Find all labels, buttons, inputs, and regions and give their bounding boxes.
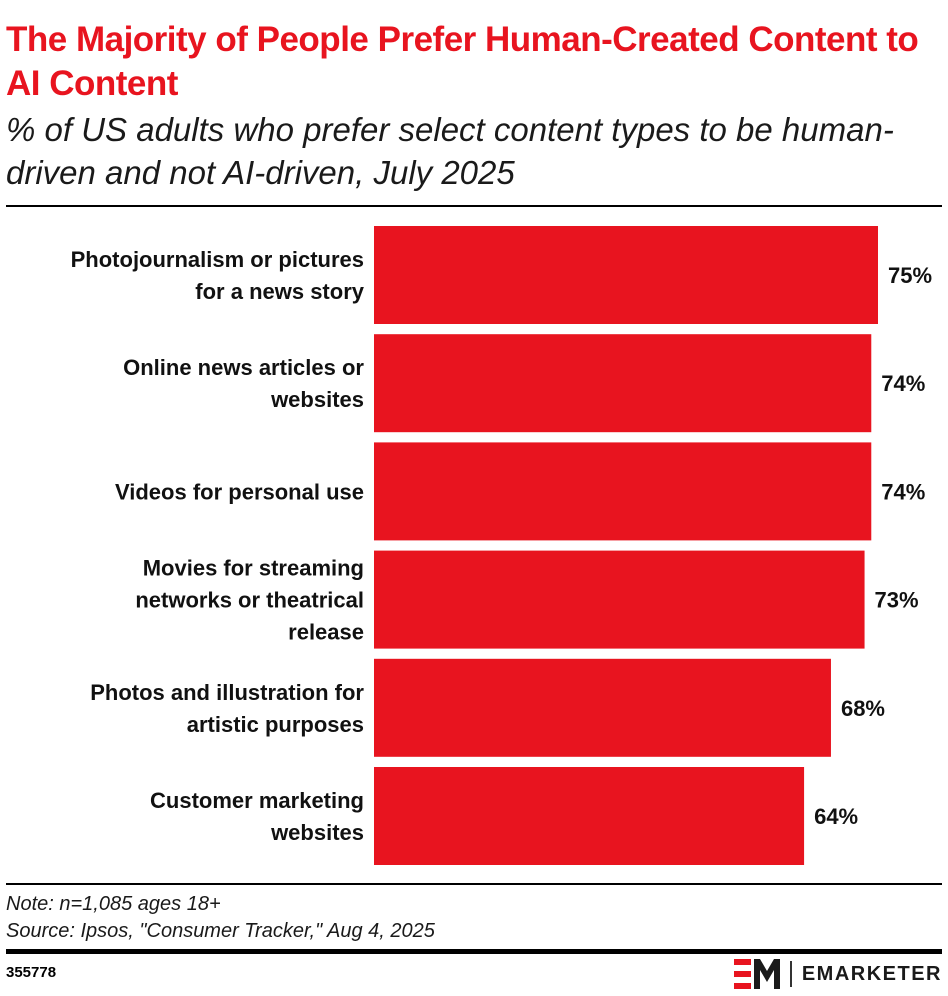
value-label-0: 75% <box>888 263 932 288</box>
bar-chart: 75% Photojournalism or pictures for a news… <box>71 226 932 865</box>
category-label-3-line-0: Movies for streaming <box>143 556 364 581</box>
category-label-5-line-1: websites <box>270 820 364 845</box>
chart-subtitle: % of US adults who prefer select content… <box>6 111 894 191</box>
brand-name: EMARKETER <box>801 962 942 985</box>
top-divider <box>6 205 942 207</box>
bar-2 <box>374 442 872 541</box>
brand-footer: EMARKETER <box>734 958 942 990</box>
chart-title: The Majority of People Prefer Human-Crea… <box>6 20 919 103</box>
category-label-3-line-2: release <box>288 620 364 645</box>
bar-4 <box>374 658 831 757</box>
value-label-5: 64% <box>814 804 858 829</box>
note-divider <box>6 883 942 885</box>
value-label-4: 68% <box>841 696 885 721</box>
value-label-1: 74% <box>881 371 925 396</box>
bar-3 <box>374 550 865 649</box>
value-label-2: 74% <box>881 479 925 504</box>
bar-1 <box>374 334 872 433</box>
chart-source: Source: Ipsos, "Consumer Tracker," Aug 4… <box>6 920 435 942</box>
bottom-divider <box>6 949 942 954</box>
emarketer-logo-icon <box>734 959 781 989</box>
brand-divider <box>790 961 792 987</box>
category-label-2-line-0: Videos for personal use <box>115 479 364 504</box>
category-label-4-line-1: artistic purposes <box>187 712 364 737</box>
value-label-3: 73% <box>875 588 919 613</box>
bar-0 <box>374 226 878 324</box>
category-label-0-line-0: Photojournalism or pictures <box>71 247 364 272</box>
category-label-0-line-1: for a news story <box>195 279 364 304</box>
category-label-1-line-1: websites <box>270 387 364 412</box>
category-label-5-line-0: Customer marketing <box>150 788 364 813</box>
bar-5 <box>374 767 805 865</box>
category-label-3-line-1: networks or theatrical <box>135 588 364 613</box>
chart-note: Note: n=1,085 ages 18+ <box>6 893 221 915</box>
category-label-1-line-0: Online news articles or <box>123 355 364 380</box>
category-label-4-line-0: Photos and illustration for <box>90 680 364 705</box>
chart-id: 355778 <box>6 964 57 981</box>
